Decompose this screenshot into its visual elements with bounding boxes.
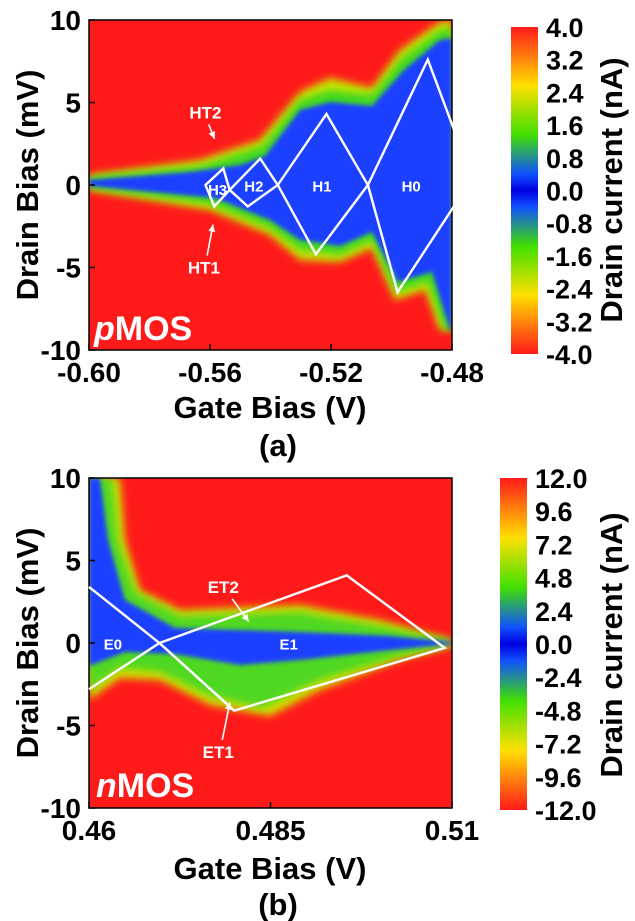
colorbar-tick-label: 0.0 bbox=[546, 177, 584, 207]
diamond-overlay-b bbox=[88, 574, 448, 712]
y-tick-label: 10 bbox=[50, 463, 81, 494]
device-label-a: pMOS bbox=[93, 310, 192, 348]
panel-label-b: (b) bbox=[258, 887, 298, 921]
colorbar-tick-label: 12.0 bbox=[535, 464, 588, 494]
region-label-e0: E0 bbox=[104, 637, 122, 654]
heatmap-b bbox=[89, 478, 452, 716]
arrow-head bbox=[241, 613, 249, 622]
colorbar-a bbox=[511, 27, 538, 354]
colorbar-tick-label: -4.0 bbox=[546, 340, 593, 370]
colorbar-tick-label: 9.6 bbox=[535, 497, 573, 527]
y-tick-label: -5 bbox=[56, 253, 81, 284]
colorbar-ticks-b: 12.09.67.2 4.82.40.0-2.4-4.8 -7.2-9.6-12.0 bbox=[535, 464, 597, 826]
colorbar-title-b: Drain current (nA) bbox=[594, 512, 629, 777]
region-labels-b: E0 E1 ET2 ET1 bbox=[104, 578, 298, 762]
x-tick-label: 0.46 bbox=[62, 815, 117, 846]
x-tick-label: 0.51 bbox=[425, 815, 480, 846]
transition-label-ht2: HT2 bbox=[189, 103, 221, 122]
region-label-h1: H1 bbox=[312, 179, 331, 196]
colorbar-ticks-a: 4.03.22.41.60.80.0-0.8-1.6-2.4-3.2-4.0 bbox=[546, 13, 593, 370]
arrow-head bbox=[225, 702, 232, 710]
arrow-head bbox=[208, 130, 216, 139]
axis-ticks-a: -0.60 -0.56 -0.52 -0.48 10 5 0 -5 -10 bbox=[41, 5, 484, 388]
transition-label-ht1: HT1 bbox=[188, 259, 220, 278]
panel-label-a: (a) bbox=[259, 428, 297, 463]
colorbar-tick-label: -3.2 bbox=[546, 307, 593, 337]
colorbar-tick-label: 3.2 bbox=[546, 46, 584, 76]
colorbar-title-a: Drain current (nA) bbox=[594, 57, 629, 322]
colorbar-tick-label: 0.8 bbox=[546, 144, 584, 174]
axis-ticks-b: 0.46 0.485 0.51 10 5 0 -5 -10 bbox=[41, 463, 480, 846]
diamond-overlay-a bbox=[204, 56, 461, 296]
y-tick-label: 0 bbox=[65, 170, 81, 201]
panel-b: E0 E1 ET2 ET1 0.46 0.485 0.51 10 5 0 -5 -10 nMOS G… bbox=[10, 463, 629, 921]
y-tick-label: 0 bbox=[65, 628, 81, 659]
diamond-edge bbox=[88, 641, 161, 691]
y-tick-label: -10 bbox=[41, 793, 81, 824]
arrow-head bbox=[208, 224, 216, 233]
colorbar-tick-label: -2.4 bbox=[546, 275, 593, 305]
colorbar-tick-label: -1.6 bbox=[546, 242, 593, 272]
x-axis-title-a: Gate Bias (V) bbox=[174, 390, 367, 425]
colorbar-tick-label: 4.8 bbox=[535, 564, 573, 594]
y-tick-label: -5 bbox=[56, 711, 81, 742]
x-tick-label: -0.56 bbox=[178, 357, 242, 388]
colorbar-tick-label: -0.8 bbox=[546, 209, 593, 239]
colorbar-tick-label: 2.4 bbox=[535, 597, 573, 627]
colorbar-tick-label: 4.0 bbox=[546, 13, 584, 43]
colorbar-tick-label: 2.4 bbox=[546, 78, 584, 108]
region-label-h0: H0 bbox=[402, 179, 421, 196]
colorbar-tick-label: -12.0 bbox=[535, 796, 597, 826]
y-axis-title-b: Drain Bias (mV) bbox=[10, 528, 45, 759]
colorbar-tick-label: 1.6 bbox=[546, 111, 584, 141]
x-tick-label: -0.48 bbox=[420, 357, 484, 388]
region-label-h2: H2 bbox=[244, 179, 263, 196]
colorbar-tick-label: 7.2 bbox=[535, 530, 573, 560]
region-label-h3: H3 bbox=[208, 182, 227, 199]
y-tick-label: 5 bbox=[65, 88, 81, 119]
x-tick-label: -0.60 bbox=[57, 357, 121, 388]
colorbar-tick-label: -7.2 bbox=[535, 730, 582, 760]
y-axis-title-a: Drain Bias (mV) bbox=[10, 70, 45, 301]
region-label-e1: E1 bbox=[279, 637, 297, 654]
y-tick-label: -10 bbox=[41, 335, 81, 366]
y-tick-label: 10 bbox=[50, 5, 81, 36]
device-label-b: nMOS bbox=[96, 767, 194, 805]
x-tick-label: -0.52 bbox=[299, 357, 363, 388]
colorbar-tick-label: 0.0 bbox=[535, 630, 573, 660]
region-labels-a: H3 H2 H1 H0 HT2 HT1 bbox=[188, 103, 421, 277]
x-axis-title-b: Gate Bias (V) bbox=[174, 851, 367, 886]
colorbar-tick-label: -2.4 bbox=[535, 663, 582, 693]
y-tick-label: 5 bbox=[65, 546, 81, 577]
coulomb-diamond-h0 bbox=[366, 56, 461, 296]
transition-label-et1: ET1 bbox=[203, 743, 234, 762]
colorbar-tick-label: -4.8 bbox=[535, 696, 582, 726]
transition-label-et2: ET2 bbox=[208, 578, 239, 597]
x-tick-label: 0.485 bbox=[235, 815, 305, 846]
colorbar-tick-label: -9.6 bbox=[535, 763, 582, 793]
colorbar-b bbox=[500, 478, 527, 810]
